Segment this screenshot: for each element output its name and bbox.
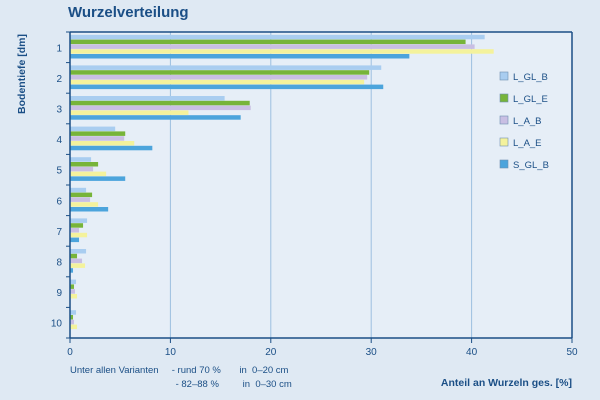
x-tick-label: 10 xyxy=(165,347,177,358)
bar xyxy=(70,54,410,59)
bar xyxy=(70,84,384,90)
bar xyxy=(70,105,251,111)
bar xyxy=(70,324,78,330)
bar xyxy=(70,131,126,136)
bar xyxy=(70,197,91,202)
bar xyxy=(70,49,494,54)
legend-label: L_A_E xyxy=(513,138,542,149)
bars xyxy=(70,34,494,330)
y-tick-label: 6 xyxy=(56,196,62,207)
x-tick-label: 40 xyxy=(466,347,478,358)
bar xyxy=(70,79,365,85)
summary-note: Unter allen Varianten - rund 70 % in 0–2… xyxy=(70,364,292,392)
bar xyxy=(70,96,225,101)
bar xyxy=(70,187,87,193)
bar xyxy=(70,166,94,172)
bar xyxy=(70,110,189,115)
bar xyxy=(70,253,78,259)
bar xyxy=(70,100,250,106)
y-tick-label: 9 xyxy=(56,288,62,299)
bar xyxy=(70,202,99,207)
bar xyxy=(70,249,87,254)
chart-title: Wurzelverteilung xyxy=(68,4,189,21)
legend-label: L_A_B xyxy=(513,116,542,127)
bar xyxy=(70,207,109,212)
y-tick-label: 7 xyxy=(56,227,62,238)
note-range-1: - rund 70 % xyxy=(171,365,221,376)
y-tick-label: 4 xyxy=(56,135,62,146)
y-tick-label: 1 xyxy=(56,43,62,54)
legend-label: L_GL_B xyxy=(513,72,548,83)
note-range-2: - 82–88 % xyxy=(175,379,219,390)
y-tick-label: 2 xyxy=(56,74,62,85)
bar xyxy=(70,34,485,40)
legend-swatch xyxy=(499,137,509,147)
bar xyxy=(70,294,78,299)
bar xyxy=(70,126,116,132)
note-depth-2: in 0–30 cm xyxy=(242,379,292,390)
x-axis-label: Anteil an Wurzeln ges. [%] xyxy=(440,377,572,389)
bar xyxy=(70,289,76,294)
bar xyxy=(70,232,88,238)
x-tick-label: 0 xyxy=(67,347,73,358)
bar xyxy=(70,279,77,285)
bar xyxy=(70,70,370,75)
bar xyxy=(70,115,241,120)
bar xyxy=(70,141,135,146)
y-tick-label: 5 xyxy=(56,166,62,177)
x-tick-label: 20 xyxy=(265,347,277,358)
legend: L_GL_B L_GL_E L_A_B L_A_E S_GL_B xyxy=(499,71,549,171)
note-depth-1: in 0–20 cm xyxy=(239,365,289,376)
y-tick-label: 10 xyxy=(51,319,63,330)
y-tick-label: 8 xyxy=(56,258,62,269)
bar xyxy=(70,228,80,233)
axes: 1 2 3 4 5 6 7 8 9 10 0 10 20 30 40 50 xyxy=(51,31,578,358)
legend-label: L_GL_E xyxy=(513,94,548,105)
bar xyxy=(70,65,382,70)
bar xyxy=(70,176,126,181)
y-tick-label: 3 xyxy=(56,105,62,116)
x-tick-label: 50 xyxy=(566,347,578,358)
bar xyxy=(70,145,153,151)
bar xyxy=(70,75,368,80)
note-prefix: Unter allen Varianten xyxy=(70,365,159,376)
bar xyxy=(70,162,99,167)
bar xyxy=(70,218,88,223)
bar xyxy=(70,263,86,268)
bar xyxy=(70,258,83,264)
bar xyxy=(70,310,77,315)
bar xyxy=(70,44,475,49)
bar xyxy=(70,284,75,289)
bar xyxy=(70,223,84,228)
bar xyxy=(70,237,80,243)
legend-swatch xyxy=(499,93,509,103)
bar xyxy=(70,39,466,45)
bar xyxy=(70,136,125,141)
legend-label: S_GL_B xyxy=(513,160,549,171)
legend-swatch xyxy=(499,115,509,125)
bar xyxy=(70,157,92,162)
bar xyxy=(70,315,74,320)
bar xyxy=(70,171,107,177)
bar xyxy=(70,268,74,273)
bar xyxy=(70,319,75,325)
bar xyxy=(70,192,93,198)
legend-swatch xyxy=(499,71,509,81)
x-tick-label: 30 xyxy=(366,347,378,358)
legend-swatch xyxy=(499,159,509,169)
